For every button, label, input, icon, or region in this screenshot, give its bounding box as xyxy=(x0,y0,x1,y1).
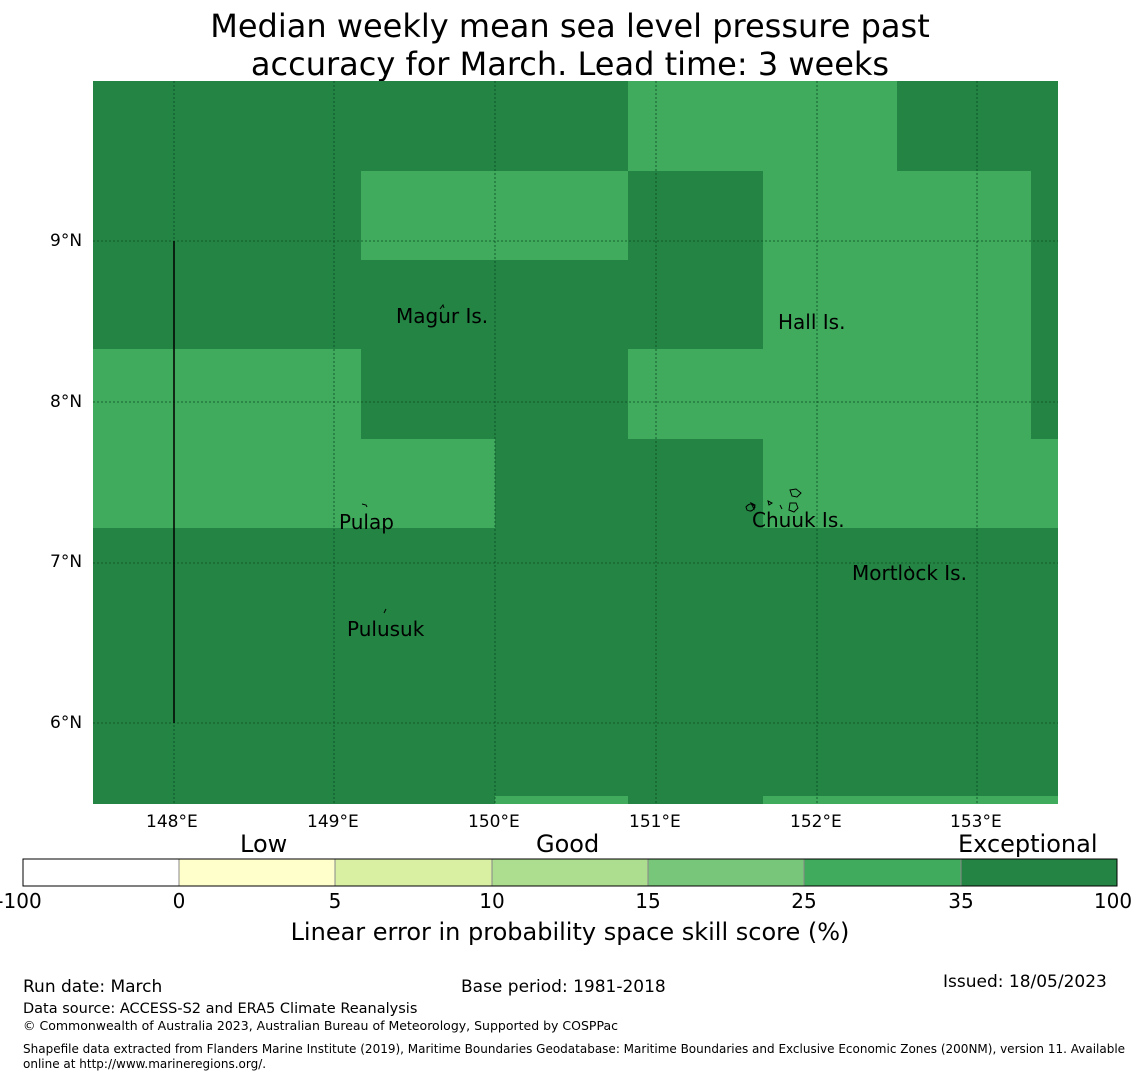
colorbar-segment xyxy=(335,859,492,886)
place-label: Pulusuk xyxy=(347,617,425,641)
place-label: Mortlock Is. xyxy=(852,561,967,585)
island-chuuk-4 xyxy=(789,488,802,498)
colorbar-tick: 0 xyxy=(172,889,186,913)
colorbar-frame xyxy=(22,858,1118,887)
island-chuuk-2 xyxy=(749,501,756,511)
colorbar-segment xyxy=(23,859,179,886)
colorbar-tick: 15 xyxy=(635,889,661,913)
colorbar-segment xyxy=(804,859,961,886)
skill-cell xyxy=(628,349,1031,439)
colorbar-tick: 10 xyxy=(479,889,505,913)
place-label: Hall Is. xyxy=(778,310,845,334)
colorbar-segment xyxy=(648,859,804,886)
island-pulusuk xyxy=(383,608,387,614)
place-labels: Magur Is. Hall Is. Pulap Chuuk Is. Mortl… xyxy=(339,304,967,641)
lon-tick: 149°E xyxy=(307,812,359,832)
island-chuuk-3 xyxy=(767,500,773,506)
colorbar xyxy=(22,858,1118,887)
lat-tick: 6°N xyxy=(50,713,83,733)
colorbar-tick: 25 xyxy=(791,889,817,913)
lon-tick: 151°E xyxy=(629,812,681,832)
skill-cell xyxy=(763,796,1058,804)
lat-tick: 8°N xyxy=(50,392,83,412)
base-period: Base period: 1981-2018 xyxy=(461,977,666,997)
colorbar-category-exceptional: Exceptional xyxy=(958,830,1098,858)
lon-tick: 152°E xyxy=(790,812,842,832)
place-label: Pulap xyxy=(339,510,394,534)
island-mortlock xyxy=(908,565,912,571)
colorbar-segment xyxy=(179,859,335,886)
run-date: Run date: March xyxy=(23,977,163,997)
colorbar-category-low: Low xyxy=(240,830,288,858)
skill-cell xyxy=(93,349,361,439)
skill-cell xyxy=(361,171,628,260)
title-line-2: accuracy for March. Lead time: 3 weeks xyxy=(250,45,890,83)
shapefile-credit: Shapefile data extracted from Flanders M… xyxy=(23,1042,1126,1071)
lon-tick: 150°E xyxy=(468,812,520,832)
lat-tick: 7°N xyxy=(50,552,83,572)
gridlines xyxy=(93,81,1058,804)
island-chuuk-6 xyxy=(779,504,783,510)
skill-cell xyxy=(495,796,628,804)
island-magur xyxy=(439,303,445,310)
colorbar-title: Linear error in probability space skill … xyxy=(290,918,850,946)
lon-tick: 148°E xyxy=(146,812,198,832)
skill-cell xyxy=(763,171,1031,349)
colorbar-category-good: Good xyxy=(536,830,600,858)
place-label: Magur Is. xyxy=(396,304,488,328)
lon-tick: 153°E xyxy=(950,812,1002,832)
skill-cell xyxy=(93,439,495,528)
island-pulap xyxy=(361,503,368,508)
island-chuuk-5 xyxy=(788,502,799,513)
lat-tick: 9°N xyxy=(50,231,83,251)
colorbar-tick: 35 xyxy=(948,889,974,913)
island-outlines xyxy=(361,303,912,614)
colorbar-tick: -100 xyxy=(0,889,42,913)
colorbar-segment xyxy=(492,859,648,886)
colorbar-segment xyxy=(961,859,1117,886)
title-line-1: Median weekly mean sea level pressure pa… xyxy=(210,7,930,45)
good-skill-regions xyxy=(93,81,1058,804)
colorbar-tick: 100 xyxy=(1093,889,1133,913)
skill-cell xyxy=(628,81,897,171)
issued-date: Issued: 18/05/2023 xyxy=(943,972,1107,992)
skill-cell xyxy=(763,439,1058,528)
place-label: Chuuk Is. xyxy=(752,508,845,532)
colorbar-tick: 5 xyxy=(328,889,342,913)
copyright: © Commonwealth of Australia 2023, Austra… xyxy=(23,1018,618,1033)
data-source: Data source: ACCESS-S2 and ERA5 Climate … xyxy=(23,1001,418,1017)
